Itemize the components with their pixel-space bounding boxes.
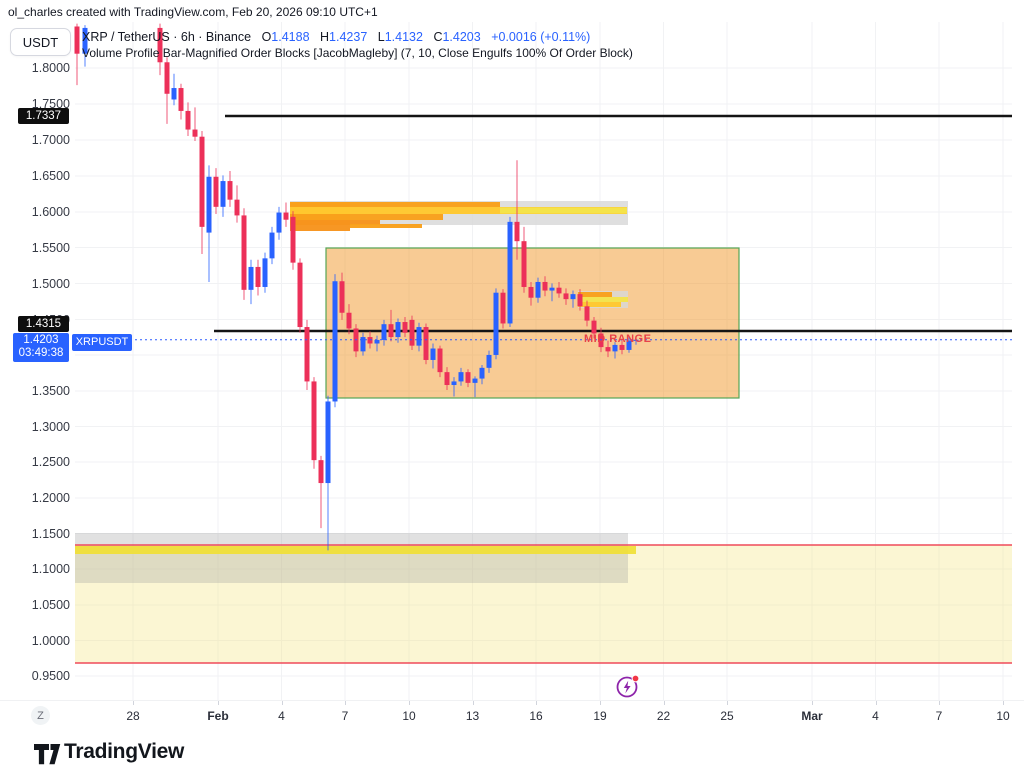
flash-events-button[interactable] [614,672,642,700]
candlestick-chart[interactable] [0,0,1024,732]
time-axis-tick [218,701,219,705]
price-axis-label: 1.0000 [31,633,70,648]
price-axis-label: 1.6000 [31,205,70,219]
time-axis-label: 7 [341,709,349,723]
price-level-badge-1-7337: 1.7337 [18,108,69,124]
time-axis-tick [409,701,410,705]
time-axis-tick [133,701,134,705]
last-price-value: 1.4203 [23,334,59,346]
currency-toggle-button[interactable]: USDT [10,28,71,56]
time-axis-label: 13 [465,709,480,723]
time-axis-tick [472,701,474,705]
indicator-legend-row[interactable]: Volume Profile Bar-Magnified Order Block… [82,46,633,60]
chart-attribution: ol_charles created with TradingView.com,… [8,5,378,19]
price-axis-label: 1.1500 [31,526,70,541]
mid-range-annotation: MID RANGE [584,333,652,345]
tradingview-brand-text[interactable]: TradingView [64,740,185,763]
timezone-button[interactable]: Z [31,706,50,725]
time-axis-label: Feb [207,709,229,723]
time-axis-label: 10 [402,709,416,723]
time-axis-tick [345,701,346,705]
price-axis-label: 1.5000 [31,276,70,291]
time-axis-label: 22 [656,709,671,723]
low-label: L [377,30,385,44]
price-axis-label: 1.2000 [31,491,70,505]
price-axis-label: 1.1000 [31,562,70,576]
price-axis-label: 1.7000 [31,133,70,147]
open-label: O [261,30,272,44]
price-level-badge-1-4315: 1.4315 [18,316,69,332]
time-axis-label: 4 [872,709,879,723]
price-axis-label: 1.5500 [31,240,70,255]
close-value: 1.4203 [442,30,481,44]
price-axis-label: 1.6500 [31,169,70,183]
symbol-price-tag: XRPUSDT [72,334,132,351]
time-axis-tick [663,701,665,705]
time-axis-tick [939,701,940,705]
time-axis-label: 4 [278,709,285,723]
candle-countdown: 03:49:38 [18,347,64,359]
low-value: 1.4132 [384,30,423,44]
symbol-legend-row[interactable]: XRP / TetherUS · 6h · Binance O1.4188 H1… [82,30,633,44]
time-axis-label: 7 [935,709,943,723]
price-axis-label: 1.2500 [31,455,70,469]
price-axis-label: 0.9500 [31,669,70,683]
price-axis-label: 1.8000 [31,61,70,75]
tradingview-logo-icon[interactable] [34,741,61,768]
footer-bar: TradingView [0,732,1024,781]
last-price-badge: 1.4203 03:49:38 [13,333,69,362]
time-axis-label: Mar [801,709,823,723]
time-axis-tick [727,701,728,705]
high-value: 1.4237 [329,30,368,44]
time-axis-label: 10 [996,709,1010,723]
price-axis-label: 1.3000 [31,419,70,434]
time-axis-tick [281,701,283,705]
price-axis[interactable]: 1.8000 1.7500 1.7000 1.6500 1.6000 1.5500 1.50… [0,0,75,700]
chart-legend: XRP / TetherUS · 6h · Binance O1.4188 H1… [82,30,633,60]
time-axis-tick [1003,701,1004,705]
price-axis-label: 1.0500 [31,598,70,612]
time-axis-label: 16 [529,709,543,723]
high-label: H [320,30,330,44]
time-axis-tick [812,701,813,705]
price-axis-label: 1.7500 [31,97,70,111]
open-value: 1.4188 [271,30,310,44]
time-axis-label: 28 [126,709,140,723]
symbol-title[interactable]: XRP / TetherUS · 6h · Binance [82,30,252,44]
time-axis-tick [536,701,537,705]
time-axis-label: 19 [593,709,607,723]
time-axis-tick [875,701,877,705]
time-axis-tick [600,701,601,705]
change-value: +0.0016 (+0.11%) [491,30,591,44]
flash-icon [616,674,640,698]
close-label: C [433,30,443,44]
price-axis-label: 1.3500 [31,384,70,398]
time-axis-label: 25 [720,709,734,723]
time-axis[interactable]: Z 28 Feb 4 7 10 13 16 19 22 25 Mar 4 7 10 [0,700,1024,733]
chart-plot[interactable] [0,0,1024,732]
